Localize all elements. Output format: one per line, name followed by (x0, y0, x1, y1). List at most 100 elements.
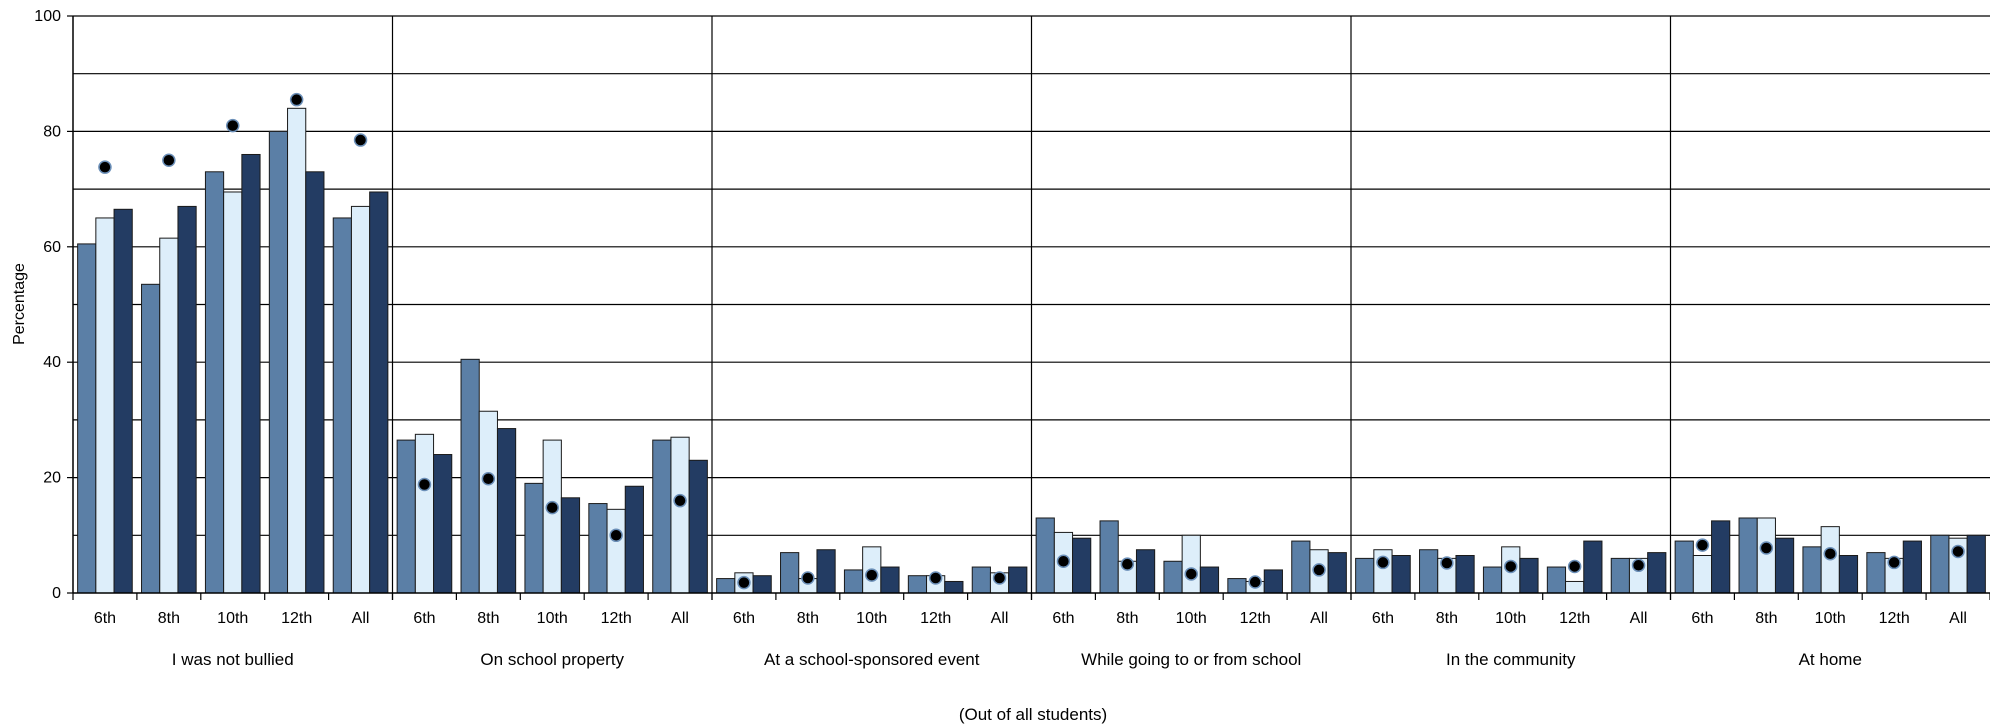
x-tick-label: All (352, 610, 370, 627)
group-label: At home (1799, 650, 1862, 669)
bar (204, 171, 225, 594)
dot-marker (737, 575, 751, 590)
x-tick-label: All (1630, 610, 1648, 627)
dot-marker (289, 92, 304, 107)
bar (1072, 537, 1092, 594)
x-tick-label: All (991, 610, 1009, 627)
y-axis-title: Percentage (11, 263, 28, 345)
bar (1482, 566, 1503, 594)
x-tick-label: 8th (477, 610, 499, 627)
bar (1583, 540, 1603, 594)
bar (332, 217, 352, 594)
dot-marker (545, 500, 559, 515)
bar (752, 575, 772, 594)
bar (1647, 552, 1667, 594)
x-tick-label: 6th (413, 610, 435, 627)
dot-marker (609, 528, 623, 543)
bar (1674, 540, 1694, 594)
x-tick-label: 10th (1176, 610, 1207, 627)
dot-marker (1440, 556, 1454, 570)
bar (1930, 534, 1950, 594)
dot-marker (673, 493, 687, 508)
dots (98, 92, 1965, 590)
dot-marker (1120, 557, 1135, 571)
group-label: In the community (1446, 650, 1576, 669)
bar (460, 358, 480, 594)
bar (688, 459, 708, 594)
x-tick-label: 10th (856, 610, 887, 627)
x-tick-label: All (671, 610, 689, 627)
bar (1838, 554, 1859, 594)
bar (1738, 517, 1758, 594)
bar (843, 569, 864, 594)
bar (1866, 552, 1886, 594)
bar (542, 439, 562, 594)
bar (1291, 540, 1311, 594)
x-tick-label: 10th (217, 610, 248, 627)
bar (1546, 566, 1567, 594)
x-tick-label: 6th (1691, 610, 1713, 627)
bar (880, 566, 900, 594)
bar (1966, 534, 1986, 594)
x-tick-label: 6th (1372, 610, 1394, 627)
bar (369, 191, 389, 594)
bar (350, 205, 371, 594)
bar (944, 580, 964, 594)
bar (624, 485, 644, 594)
bar (241, 153, 261, 594)
dot-marker (1248, 575, 1262, 589)
bar (1035, 517, 1055, 594)
bar (305, 171, 325, 594)
bar (1711, 520, 1731, 594)
bar (159, 237, 179, 594)
bar (141, 283, 161, 594)
bar (223, 191, 243, 594)
bar (1391, 554, 1411, 594)
bar (560, 497, 581, 594)
bar (1692, 554, 1713, 594)
bar (177, 205, 197, 594)
dot-marker (417, 477, 432, 492)
bar (287, 107, 307, 594)
y-tick-label: 100 (34, 8, 61, 25)
bar (496, 428, 517, 594)
dot-marker (481, 472, 496, 486)
bar (670, 436, 690, 594)
group-label: I was not bullied (172, 650, 294, 669)
bar (652, 439, 672, 594)
gridlines (73, 15, 1990, 593)
x-tick-label: 12th (601, 610, 632, 627)
bar (1008, 566, 1028, 594)
bar (1135, 549, 1156, 594)
x-tick-label: All (1949, 610, 1967, 627)
bar (1227, 578, 1247, 594)
bar (1199, 566, 1220, 594)
bar (433, 454, 453, 594)
bar (1163, 560, 1183, 594)
dot-marker (1695, 538, 1710, 552)
dot-marker (162, 153, 176, 167)
bar (1610, 557, 1630, 594)
bar (816, 549, 836, 594)
bar (268, 130, 289, 594)
x-tick-label: 8th (797, 610, 819, 627)
dot-marker (1567, 559, 1582, 574)
bar (77, 243, 97, 594)
bar (780, 552, 800, 594)
bar (1565, 580, 1585, 594)
dot-marker (1312, 563, 1326, 577)
bar (1802, 546, 1822, 594)
x-tick-label: 12th (1240, 610, 1271, 627)
group-label: While going to or from school (1081, 650, 1301, 669)
bar (907, 575, 928, 594)
dot-marker (928, 571, 943, 585)
x-tick-label: 8th (1436, 610, 1458, 627)
x-tick-label: 6th (1052, 610, 1074, 627)
x-tick-label: 8th (158, 610, 180, 627)
bar (478, 410, 498, 594)
dot-marker (1631, 558, 1646, 573)
x-tick-label: 12th (1559, 610, 1590, 627)
dot-marker (1504, 559, 1518, 574)
dot-marker (353, 133, 368, 147)
